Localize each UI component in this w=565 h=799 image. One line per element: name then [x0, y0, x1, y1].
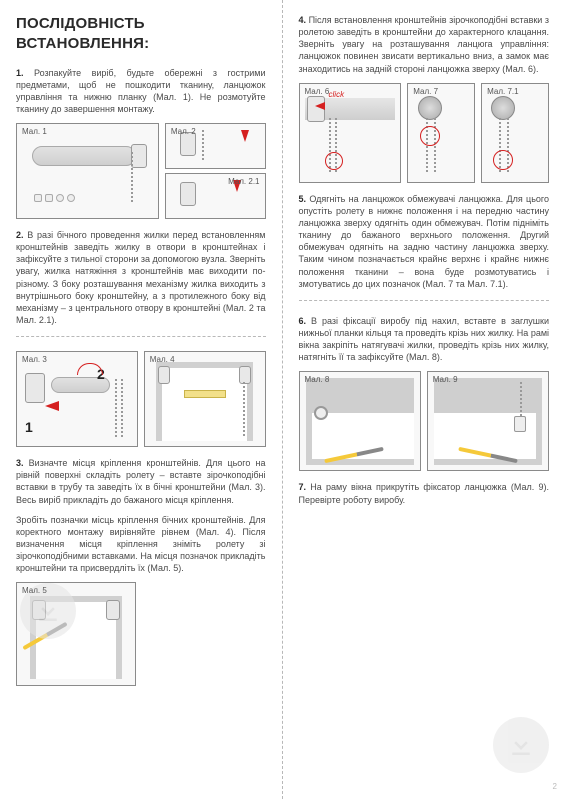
- fig-8-label: Мал. 8: [305, 375, 330, 386]
- right-column: 4. Після встановлення кронштейнів зірочк…: [283, 0, 565, 799]
- para-1: 1. Розпакуйте виріб, будьте обережні з г…: [16, 67, 266, 116]
- para-5: 5. Одягніть на ланцюжок обмежувачі ланцю…: [299, 193, 550, 290]
- para-2: 2. В разі бічного проведення жилки перед…: [16, 229, 266, 326]
- fig-1-label: Мал. 1: [22, 127, 47, 138]
- watermark-right: [493, 717, 549, 773]
- para-3-num: 3.: [16, 458, 24, 468]
- download-icon: [506, 730, 536, 760]
- page-title: ПОСЛІДОВНІСТЬ ВСТАНОВЛЕННЯ:: [16, 14, 266, 55]
- fig-9-label: Мал. 9: [433, 375, 458, 386]
- fig-8: Мал. 8: [299, 371, 421, 471]
- fig-7-1-label: Мал. 7.1: [487, 87, 518, 98]
- fig3-badge-1: 1: [25, 418, 33, 437]
- fig-4-label: Мал. 4: [150, 355, 175, 366]
- left-column: ПОСЛІДОВНІСТЬ ВСТАНОВЛЕННЯ: 1. Розпакуйт…: [0, 0, 283, 799]
- instruction-page: ПОСЛІДОВНІСТЬ ВСТАНОВЛЕННЯ: 1. Розпакуйт…: [0, 0, 565, 799]
- fig-6-label: Мал. 6: [305, 87, 330, 98]
- fig-3-label: Мал. 3: [22, 355, 47, 366]
- para-2-num: 2.: [16, 230, 24, 240]
- para-4-num: 4.: [299, 15, 307, 25]
- para-1-text: Розпакуйте виріб, будьте обережні з гост…: [16, 68, 266, 114]
- fig-2: Мал. 2: [165, 123, 266, 169]
- para-5-num: 5.: [299, 194, 307, 204]
- fig-2-label: Мал. 2: [171, 127, 196, 138]
- divider-2: [299, 300, 550, 301]
- fig-5-label: Мал. 5: [22, 586, 47, 597]
- para-1-num: 1.: [16, 68, 24, 78]
- fig-4: Мал. 4: [144, 351, 266, 447]
- click-label: click: [329, 90, 345, 101]
- para-3a: 3. Визначте місця кріплення кронштейнів.…: [16, 457, 266, 506]
- para-4-text: Після встановлення кронштейнів зірочкопо…: [299, 15, 550, 74]
- para-7: 7. На раму вікна прикрутіть фіксатор лан…: [299, 481, 550, 505]
- para-6-num: 6.: [299, 316, 307, 326]
- para-4: 4. Після встановлення кронштейнів зірочк…: [299, 14, 550, 75]
- para-6: 6. В разі фіксації виробу під нахил, вст…: [299, 315, 550, 364]
- para-3b: Зробіть позначки місць кріплення бічних …: [16, 514, 266, 575]
- figrow-3-4: Мал. 3 2 1 Мал. 4: [16, 351, 266, 447]
- para-3a-text: Визначте місця кріплення кронштейнів. Дл…: [16, 458, 266, 504]
- fig-1: Мал. 1: [16, 123, 159, 219]
- para-7-num: 7.: [299, 482, 307, 492]
- para-5-text: Одягніть на ланцюжок обмежувачі ланцюжка…: [299, 194, 550, 289]
- fig-7-label: Мал. 7: [413, 87, 438, 98]
- fig-9: Мал. 9: [427, 371, 549, 471]
- figrow-6-7: Мал. 6 click Мал. 7: [299, 83, 550, 183]
- fig-6: Мал. 6 click: [299, 83, 402, 183]
- page-number: 2: [553, 782, 557, 793]
- fig-7: Мал. 7: [407, 83, 475, 183]
- divider-1: [16, 336, 266, 337]
- para-7-text: На раму вікна прикрутіть фіксатор ланцюж…: [299, 482, 550, 504]
- para-2-text: В разі бічного проведення жилки перед вс…: [16, 230, 266, 325]
- fig-3: Мал. 3 2 1: [16, 351, 138, 447]
- para-6-text: В разі фіксації виробу під нахил, вставт…: [299, 316, 550, 362]
- download-icon: [33, 596, 63, 626]
- figrow-8-9: Мал. 8 Мал. 9: [299, 371, 550, 471]
- fig-2-1: Мал. 2.1: [165, 173, 266, 219]
- fig-7-1: Мал. 7.1: [481, 83, 549, 183]
- fig-2-1-label: Мал. 2.1: [228, 177, 259, 188]
- figrow-1-2: Мал. 1 Мал. 2: [16, 123, 266, 219]
